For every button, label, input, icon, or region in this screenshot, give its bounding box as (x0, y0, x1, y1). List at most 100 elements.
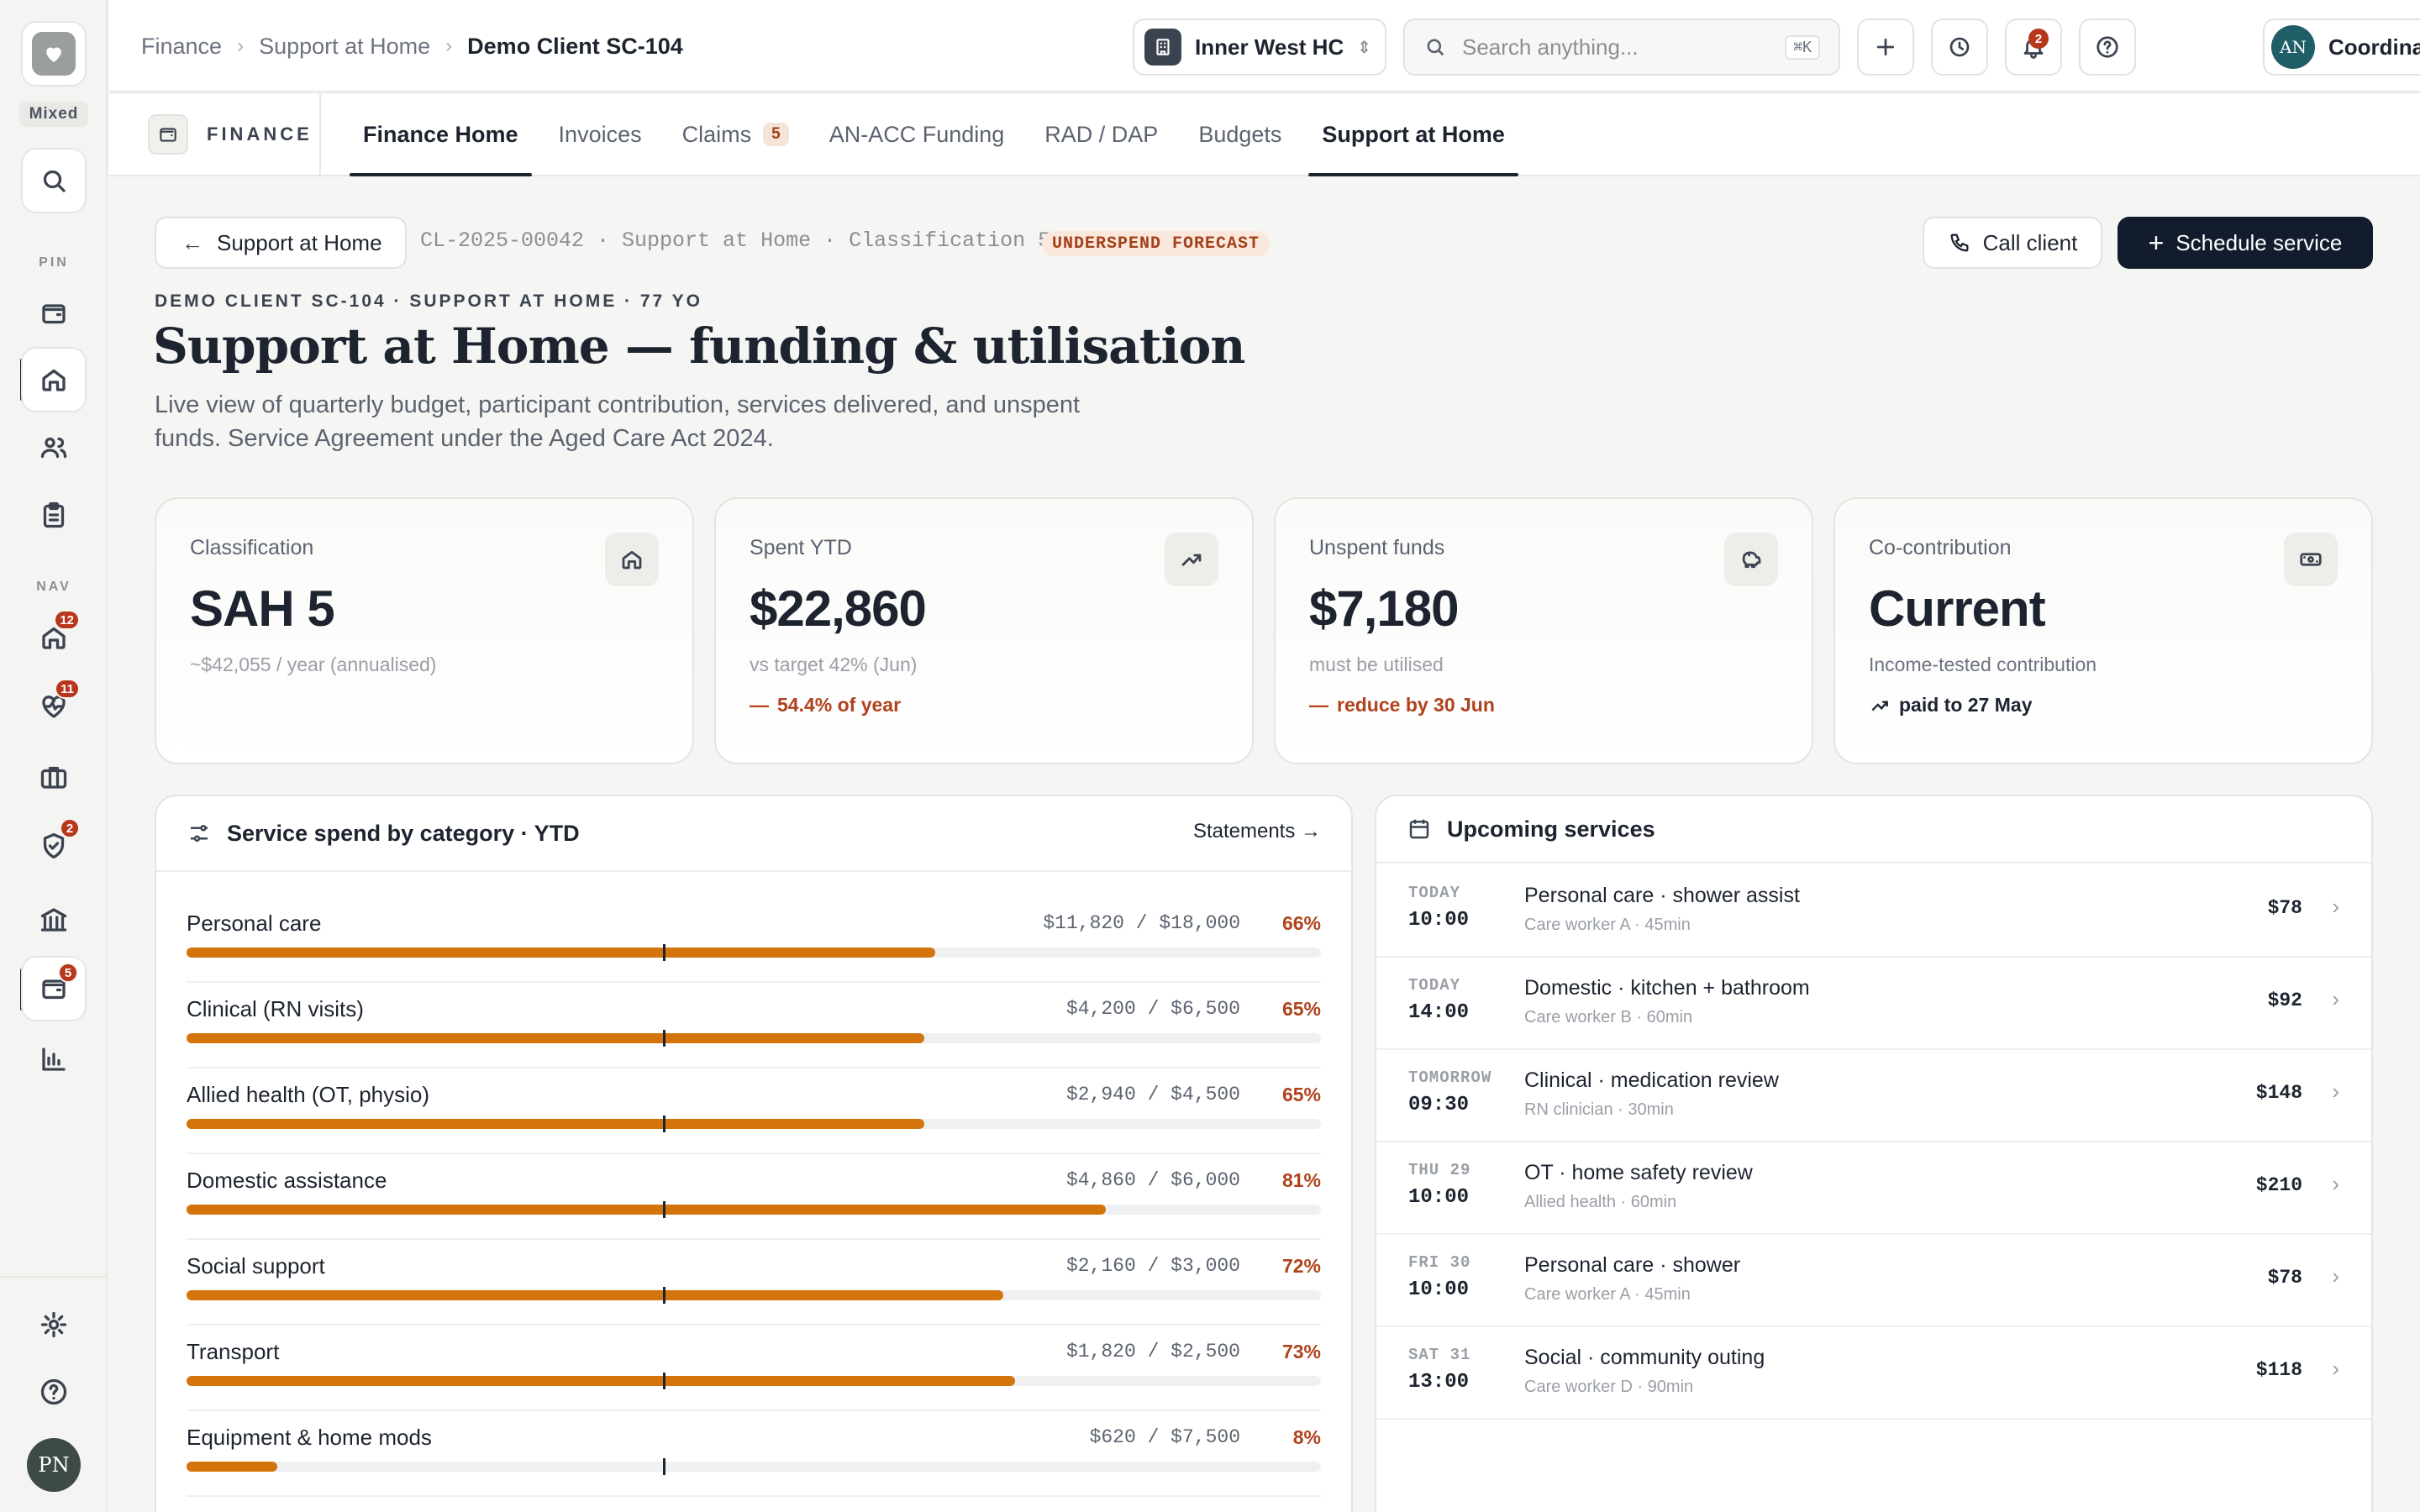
service-worker: Care worker A · 45min (1524, 1285, 1691, 1304)
app-logo[interactable] (21, 21, 87, 87)
rail-search-button[interactable] (21, 148, 87, 213)
rail-nav-home[interactable]: 12 (21, 605, 87, 670)
tab-an-acc-funding[interactable]: AN-ACC Funding (809, 94, 1025, 175)
spend-row[interactable]: Social support $2,160 / $3,000 72% (187, 1240, 1321, 1326)
spend-row[interactable]: Transport $1,820 / $2,500 73% (187, 1326, 1321, 1411)
page-subtitle: Live view of quarterly budget, participa… (155, 391, 1081, 452)
kpi-card-spent-ytd: Spent YTD $22,860 vs target 42% (Jun) — 5… (714, 497, 1254, 764)
breadcrumb-support-at-home[interactable]: Support at Home (259, 33, 431, 59)
search-icon (1427, 39, 1444, 56)
kpi-card-unspent-funds: Unspent funds $7,180 must be utilised — r… (1274, 497, 1813, 764)
tab-label: Budgets (1198, 121, 1282, 147)
category-percent: 81% (1281, 1169, 1321, 1191)
tab-invoices[interactable]: Invoices (539, 94, 662, 175)
rail-nav-shield[interactable]: 2 (21, 813, 87, 879)
kpi-trend-text: reduce by 30 Jun (1337, 694, 1495, 716)
rail-section-pin: PIN (39, 255, 69, 270)
rail-pin-people[interactable] (21, 415, 87, 480)
spend-row[interactable]: Equipment & home mods $620 / $7,500 8% (187, 1411, 1321, 1497)
phone-icon (1950, 234, 1969, 252)
rail-pin-wallet[interactable] (21, 281, 87, 346)
rail-nav-reports[interactable] (21, 1026, 87, 1092)
target-marker (663, 1201, 666, 1218)
category-name: Clinical (RN visits) (187, 996, 364, 1021)
service-row[interactable]: TODAY 10:00 Personal care · shower assist C… (1376, 865, 2371, 958)
service-time: 10:00 (1408, 1278, 1470, 1301)
rail-nav-bank[interactable] (21, 887, 87, 953)
service-time: 14:00 (1408, 1001, 1470, 1024)
global-search[interactable]: ⌘K (1403, 18, 1840, 76)
service-worker: RN clinician · 30min (1524, 1100, 1674, 1119)
schedule-service-button[interactable]: + Schedule service (2118, 217, 2373, 269)
target-marker (663, 1458, 666, 1475)
kpi-value: $22,860 (750, 580, 927, 637)
rail-pin-home[interactable] (21, 347, 87, 412)
progress-fill (187, 1119, 924, 1129)
spend-row[interactable]: Allied health (OT, physio) $2,940 / $4,50… (187, 1068, 1321, 1154)
rail-badge: 5 (58, 963, 78, 983)
category-name: Transport (187, 1339, 280, 1364)
tab-label: Finance Home (363, 121, 518, 147)
tenant-name: Inner West HC (1195, 34, 1344, 60)
service-day: TODAY (1408, 884, 1461, 902)
history-button[interactable] (1931, 18, 1988, 76)
rail-nav-briefcase[interactable] (21, 744, 87, 810)
clock-icon (1949, 37, 1970, 57)
top-bar: Finance › Support at Home › Demo Client … (109, 0, 2420, 92)
service-title: Domestic · kitchen + bathroom (1524, 976, 1810, 1000)
chevron-right-icon: › (237, 34, 245, 57)
help-button[interactable] (2079, 18, 2136, 76)
spend-row[interactable]: Domestic assistance $4,860 / $6,000 81% (187, 1154, 1321, 1240)
tenant-switcher[interactable]: Inner West HC ⇕ (1133, 18, 1386, 76)
tab-label: Support at Home (1322, 121, 1505, 147)
service-worker: Allied health · 60min (1524, 1193, 1677, 1211)
rail-help-button[interactable] (21, 1359, 87, 1425)
service-row[interactable]: THU 29 10:00 OT · home safety review Allied… (1376, 1142, 2371, 1235)
banknote-icon (2284, 533, 2338, 586)
rail-divider (0, 1276, 108, 1278)
back-button[interactable]: ← Support at Home (155, 217, 407, 269)
kpi-card-co-contribution: Co-contribution Current Income-tested co… (1833, 497, 2373, 764)
progress-track (187, 1116, 1321, 1132)
spend-row[interactable]: Personal care $11,820 / $18,000 66% (187, 897, 1321, 983)
rail-nav-finance[interactable]: 5 (21, 956, 87, 1021)
tab-budgets[interactable]: Budgets (1178, 94, 1302, 175)
tab-support-at-home[interactable]: Support at Home (1302, 94, 1525, 176)
tab-finance-home[interactable]: Finance Home (343, 94, 539, 176)
category-name: Social support (187, 1253, 325, 1278)
sliders-icon (191, 825, 208, 842)
notifications-button[interactable]: 2 (2005, 18, 2062, 76)
service-row[interactable]: TOMORROW 09:30 Clinical · medication revie… (1376, 1050, 2371, 1142)
rail-nav-health[interactable]: 11 (21, 674, 87, 739)
bank-icon (40, 908, 67, 932)
avatar[interactable]: PN (27, 1438, 81, 1492)
service-day: TOMORROW (1408, 1068, 1492, 1087)
create-button[interactable] (1857, 18, 1914, 76)
trending-up-icon (1165, 533, 1218, 586)
progress-track (187, 944, 1321, 961)
service-cost: $92 (2267, 990, 2302, 1011)
call-client-button[interactable]: Call client (1923, 217, 2102, 269)
service-row[interactable]: FRI 30 10:00 Personal care · shower Care wo… (1376, 1235, 2371, 1327)
tab-rad-dap[interactable]: RAD / DAP (1024, 94, 1178, 175)
progress-fill (187, 1033, 924, 1043)
service-row[interactable]: TODAY 14:00 Domestic · kitchen + bathroom C… (1376, 958, 2371, 1050)
workspace-tag: Mixed (19, 102, 88, 127)
tab-claims[interactable]: Claims 5 (662, 94, 809, 175)
service-row[interactable]: SAT 31 13:00 Social · community outing Care… (1376, 1327, 2371, 1420)
panel-title: Service spend by category · YTD (227, 820, 580, 846)
breadcrumb-finance[interactable]: Finance (141, 33, 223, 59)
progress-track (187, 1373, 1321, 1389)
rail-pin-clipboard[interactable] (21, 482, 87, 548)
chevron-right-icon: › (445, 34, 453, 57)
gear-icon (40, 1311, 67, 1338)
rail-settings-button[interactable] (21, 1292, 87, 1357)
service-title: Personal care · shower assist (1524, 884, 1800, 907)
statements-link[interactable]: Statements → (1192, 820, 1321, 843)
search-input[interactable] (1462, 34, 1765, 60)
spend-row[interactable]: Clinical (RN visits) $4,200 / $6,500 65% (187, 983, 1321, 1068)
search-shortcut: ⌘K (1785, 34, 1820, 60)
user-menu[interactable]: AN Coordinator ⌄ (2263, 18, 2420, 76)
tab-label: Claims (681, 121, 752, 147)
chevron-right-icon: › (2332, 986, 2339, 1011)
